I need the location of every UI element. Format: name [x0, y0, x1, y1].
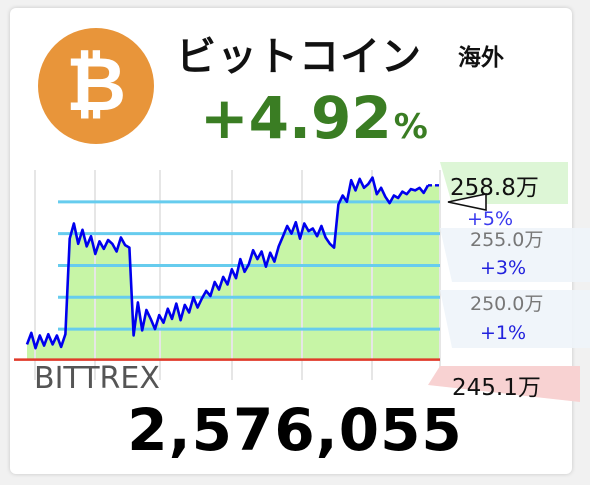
- exchange-label: BITTREX: [34, 361, 160, 396]
- base-price-tag: [428, 366, 580, 402]
- level1-price-label: 250.0万: [470, 293, 543, 315]
- price-area: [27, 177, 440, 360]
- level1-pct-label: +1%: [480, 322, 526, 344]
- level3-pct-label: +3%: [480, 257, 526, 279]
- market-label: 海外: [458, 45, 504, 71]
- level3-price-label: 255.0万: [470, 229, 543, 251]
- level1-tag: [440, 290, 590, 348]
- bitcoin-symbol: ₿: [66, 42, 126, 128]
- price-line: [25, 176, 430, 350]
- hidden-pct-label: +5%: [467, 208, 513, 230]
- current-price-label: 258.8万: [450, 175, 539, 201]
- coin-name: ビットコイン: [176, 34, 422, 80]
- level3-tag: [440, 228, 590, 282]
- logo-circle: [38, 28, 154, 144]
- percent-sign: %: [393, 107, 428, 147]
- current-price-tag: [440, 162, 568, 204]
- base-price-label: 245.1万: [452, 375, 541, 401]
- bitcoin-logo-icon: ₿: [38, 28, 154, 144]
- current-price: 2,576,055: [127, 396, 463, 464]
- change-percentage: +4.92%: [200, 84, 428, 152]
- current-price-marker-icon: [447, 193, 487, 211]
- change-value: +4.92: [200, 84, 392, 152]
